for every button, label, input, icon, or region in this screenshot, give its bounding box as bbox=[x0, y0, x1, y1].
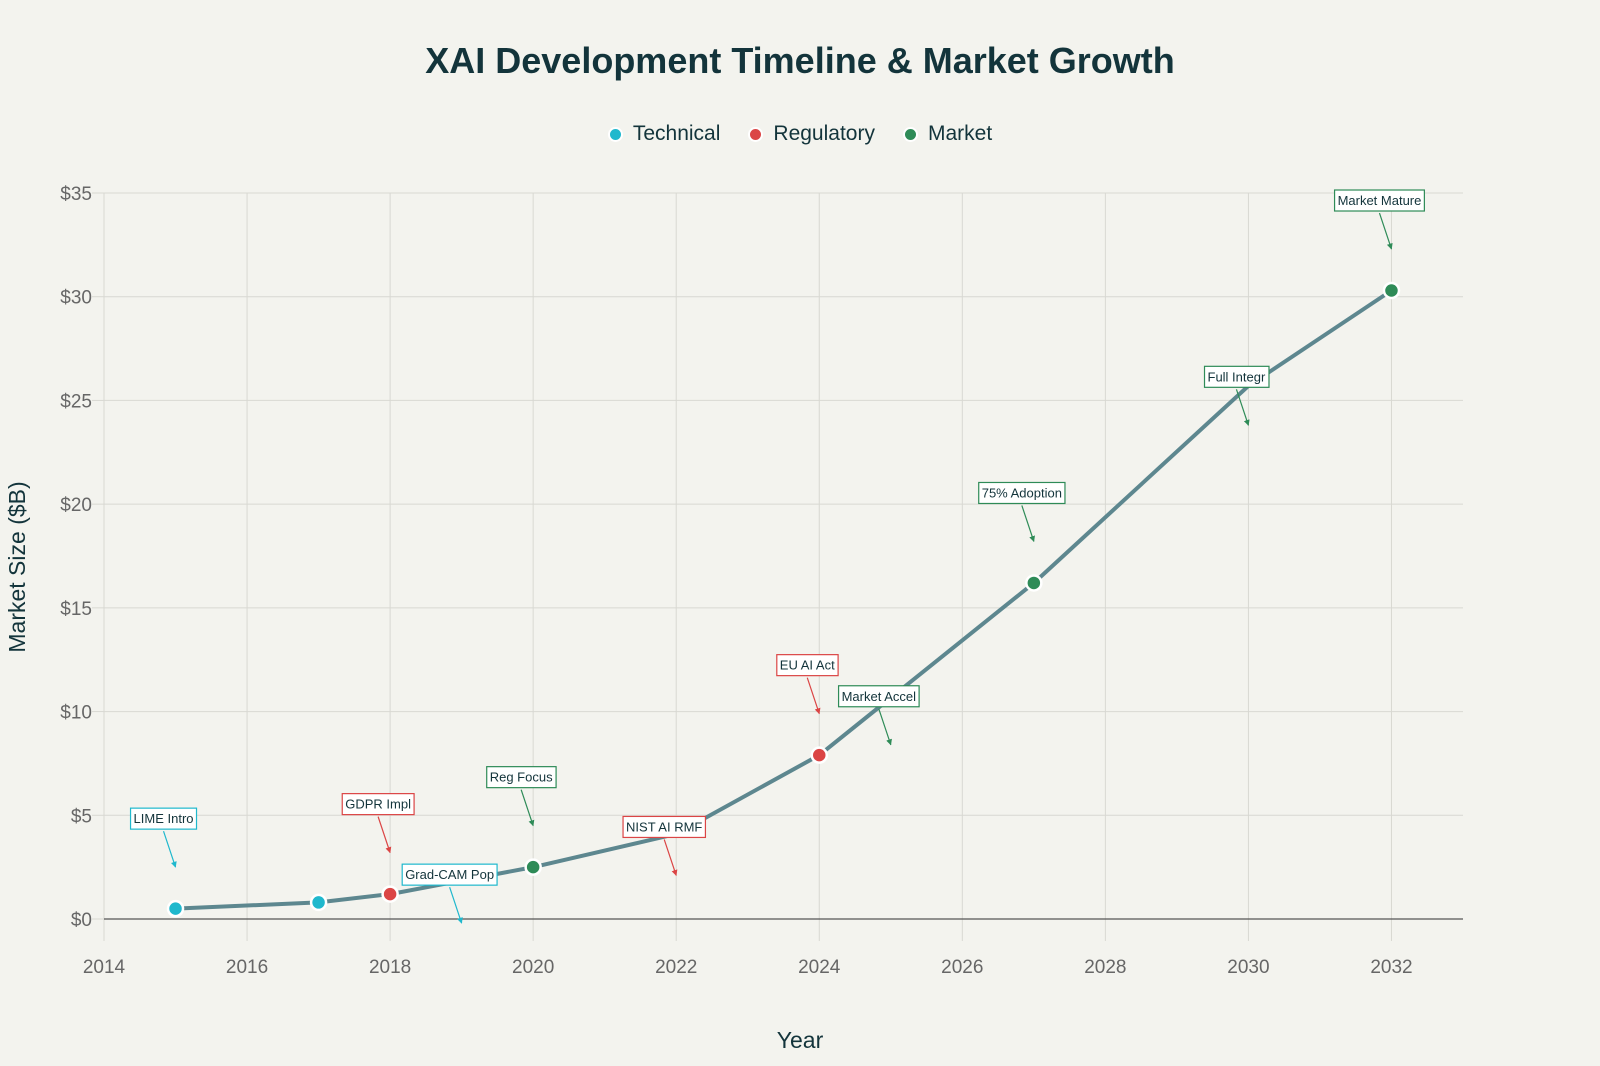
annotation: EU AI Act bbox=[776, 654, 839, 715]
x-tick-label: 2014 bbox=[83, 957, 126, 978]
annotation: Market Mature bbox=[1333, 189, 1425, 250]
annotation-box bbox=[837, 685, 920, 708]
annotation-arrow bbox=[377, 816, 392, 854]
annotation-arrow bbox=[1235, 389, 1250, 426]
x-tick-label: 2018 bbox=[369, 957, 411, 978]
annotation-box bbox=[341, 793, 415, 816]
legend-marker-market bbox=[902, 126, 918, 142]
x-tick-label: 2028 bbox=[1084, 957, 1126, 978]
annotation-arrow bbox=[1021, 505, 1035, 543]
annotation-box bbox=[776, 654, 839, 677]
x-tick-label: 2016 bbox=[226, 957, 268, 978]
data-point-regulatory[interactable] bbox=[810, 746, 829, 764]
annotation-box bbox=[978, 481, 1066, 505]
annotation-label: EU AI Act bbox=[780, 658, 835, 673]
tick-labels: 2014 2016 2018 2020 2022 2024 2026 2028 2030 2032… bbox=[60, 184, 1412, 978]
annotation: 75% Adoption bbox=[978, 481, 1066, 543]
y-tick-label: $25 bbox=[60, 391, 92, 412]
annotation-arrow bbox=[520, 789, 535, 827]
annotation: Market Accel bbox=[837, 685, 920, 746]
y-tick-label: $5 bbox=[71, 806, 92, 827]
annotation: Reg Focus bbox=[486, 766, 557, 827]
annotations: LIME Intro GDPR Impl Grad-CAM Pop Reg Focus… bbox=[129, 189, 1425, 924]
data-point-technical[interactable] bbox=[309, 893, 328, 912]
data-point-market[interactable] bbox=[524, 858, 542, 876]
legend-item-regulatory[interactable]: Regulatory bbox=[748, 122, 875, 146]
data-point-market[interactable] bbox=[1025, 574, 1043, 592]
annotation-arrow bbox=[1378, 212, 1393, 250]
x-axis-title: Year bbox=[777, 1027, 824, 1053]
annotation-box bbox=[622, 815, 707, 839]
data-point-market[interactable] bbox=[1382, 281, 1401, 300]
annotation-arrow bbox=[449, 886, 463, 924]
legend-item-technical[interactable]: Technical bbox=[607, 122, 721, 146]
y-tick-label: $35 bbox=[60, 184, 92, 205]
legend-label: Market bbox=[927, 122, 993, 145]
x-tick-label: 2030 bbox=[1227, 957, 1269, 978]
legend-marker-technical bbox=[607, 126, 623, 142]
legend: Technical Regulatory Market bbox=[0, 122, 1600, 146]
annotation-label: Market Mature bbox=[1338, 193, 1422, 208]
legend-label: Regulatory bbox=[773, 122, 875, 145]
data-points bbox=[166, 281, 1401, 918]
annotation: LIME Intro bbox=[129, 807, 198, 868]
y-tick-label: $15 bbox=[60, 599, 92, 620]
annotation-box bbox=[486, 766, 557, 789]
x-tick-label: 2024 bbox=[798, 957, 841, 978]
chart-title: XAI Development Timeline & Market Growth bbox=[425, 40, 1175, 81]
annotation-label: Market Accel bbox=[842, 689, 917, 704]
legend-item-market[interactable]: Market bbox=[902, 122, 993, 146]
y-tick-label: $0 bbox=[71, 910, 92, 931]
data-point-technical[interactable] bbox=[166, 899, 185, 918]
x-tick-label: 2032 bbox=[1370, 957, 1412, 978]
y-axis-title: Market Size ($B) bbox=[4, 481, 30, 652]
annotation-arrow bbox=[878, 708, 892, 746]
annotation: NIST AI RMF bbox=[622, 815, 707, 877]
data-point-regulatory[interactable] bbox=[381, 885, 399, 903]
annotation-label: LIME Intro bbox=[134, 811, 194, 826]
legend-label: Technical bbox=[632, 122, 721, 145]
annotation-label: GDPR Impl bbox=[345, 797, 411, 812]
annotation-box bbox=[1333, 189, 1425, 212]
y-tick-label: $10 bbox=[60, 703, 92, 724]
x-tick-label: 2022 bbox=[655, 957, 697, 978]
annotation: GDPR Impl bbox=[341, 793, 415, 854]
annotation: Full Integr bbox=[1203, 365, 1270, 426]
annotation-label: NIST AI RMF bbox=[626, 819, 702, 834]
annotation-label: 75% Adoption bbox=[982, 485, 1062, 500]
annotation-label: Grad-CAM Pop bbox=[405, 867, 494, 882]
y-tick-label: $20 bbox=[60, 495, 92, 516]
annotation-box bbox=[129, 807, 198, 830]
annotation-label: Full Integr bbox=[1208, 369, 1266, 384]
annotation-arrow bbox=[162, 830, 177, 868]
annotation-box bbox=[401, 863, 498, 886]
y-tick-label: $30 bbox=[60, 288, 92, 309]
x-tick-label: 2020 bbox=[512, 957, 554, 978]
annotation-label: Reg Focus bbox=[490, 770, 553, 785]
annotation-arrow bbox=[663, 839, 678, 877]
annotation-box bbox=[1203, 365, 1270, 388]
grid bbox=[92, 192, 1463, 941]
legend-marker-regulatory bbox=[748, 126, 764, 142]
x-tick-label: 2026 bbox=[941, 957, 983, 978]
annotation-arrow bbox=[806, 677, 821, 715]
annotation: Grad-CAM Pop bbox=[401, 863, 498, 924]
